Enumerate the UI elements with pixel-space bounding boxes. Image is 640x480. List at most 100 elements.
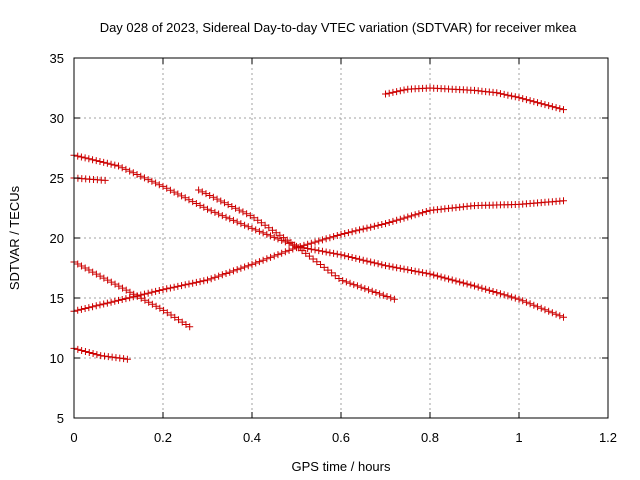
data-point: [195, 186, 203, 194]
data-point: [330, 249, 338, 257]
data-point: [537, 100, 545, 108]
data-point: [120, 355, 128, 363]
data-point: [353, 282, 361, 290]
data-point: [259, 229, 267, 237]
data-point: [389, 217, 397, 225]
data-point: [159, 182, 167, 190]
data-point: [339, 277, 347, 285]
data-point: [496, 290, 504, 298]
data-point: [189, 198, 197, 206]
data-point: [100, 158, 108, 166]
data-point: [122, 165, 130, 173]
data-point: [181, 194, 189, 202]
data-point: [508, 293, 516, 301]
data-point: [144, 176, 152, 184]
data-point: [171, 313, 179, 321]
data-point: [204, 276, 211, 284]
data-point: [393, 264, 401, 272]
data-point: [382, 220, 389, 228]
data-point: [118, 296, 126, 303]
data-point: [189, 279, 197, 287]
data-point: [235, 206, 243, 214]
data-point: [367, 258, 375, 266]
data-point: [218, 271, 226, 279]
data-point: [389, 88, 397, 96]
data-point: [522, 298, 530, 306]
data-point: [226, 268, 234, 276]
data-point: [103, 159, 111, 167]
data-point: [229, 216, 237, 224]
data-point: [376, 290, 384, 298]
data-point: [243, 210, 251, 218]
grid-lines: [74, 58, 608, 418]
data-point: [81, 154, 89, 162]
data-point: [111, 280, 119, 288]
data-point: [515, 94, 523, 102]
data-point: [100, 300, 108, 308]
data-point: [419, 269, 427, 277]
data-point: [530, 98, 538, 106]
data-point: [175, 316, 183, 324]
data-point: [163, 285, 171, 293]
data-point: [96, 158, 104, 165]
data-point: [209, 193, 217, 201]
data-point: [387, 294, 395, 302]
data-point: [272, 229, 280, 237]
data-point: [145, 298, 153, 306]
data-point: [324, 266, 332, 274]
data-point: [537, 304, 545, 312]
data-point: [101, 352, 109, 360]
y-tick-label: 5: [57, 411, 64, 426]
data-point: [215, 272, 223, 280]
data-point: [196, 278, 204, 286]
data-point: [144, 289, 152, 297]
data-point: [229, 267, 237, 275]
data-point: [111, 161, 119, 169]
data-point: [293, 244, 300, 252]
data-point: [348, 228, 356, 236]
data-point: [389, 263, 397, 271]
data-point: [383, 293, 391, 301]
data-point: [515, 295, 523, 303]
data-point: [278, 249, 286, 257]
data-point: [333, 250, 341, 258]
data-point: [89, 156, 97, 164]
data-point: [396, 215, 404, 223]
x-tick-label: 1.2: [599, 430, 617, 445]
data-point: [81, 347, 89, 355]
data-point: [122, 295, 130, 303]
data-point: [96, 272, 104, 280]
data-point: [467, 281, 475, 289]
data-point: [302, 249, 310, 257]
x-tick-label: 0.4: [243, 430, 261, 445]
x-tick-label: 0.6: [332, 430, 350, 445]
y-tick-label: 30: [50, 111, 64, 126]
data-point: [337, 251, 345, 259]
data-point: [370, 222, 378, 230]
data-point: [400, 265, 408, 273]
data-point: [250, 214, 258, 222]
data-point: [263, 255, 271, 263]
data-point: [244, 262, 252, 270]
data-point: [445, 275, 453, 283]
data-point: [348, 254, 356, 261]
data-point: [178, 318, 186, 326]
data-point: [370, 259, 378, 267]
data-point: [126, 167, 134, 175]
data-point: [116, 354, 124, 362]
data-point: [104, 353, 112, 361]
data-point: [233, 218, 241, 226]
data-point: [471, 282, 478, 290]
data-point: [352, 254, 360, 262]
data-point: [534, 303, 542, 311]
data-point: [422, 269, 430, 277]
data-point: [463, 280, 471, 288]
data-point: [341, 230, 349, 237]
data-point: [459, 279, 467, 287]
data-point: [270, 252, 278, 260]
data-point: [77, 262, 85, 270]
data-point: [111, 297, 119, 305]
data-point: [206, 191, 214, 199]
data-point: [92, 157, 100, 165]
data-point: [452, 277, 460, 285]
